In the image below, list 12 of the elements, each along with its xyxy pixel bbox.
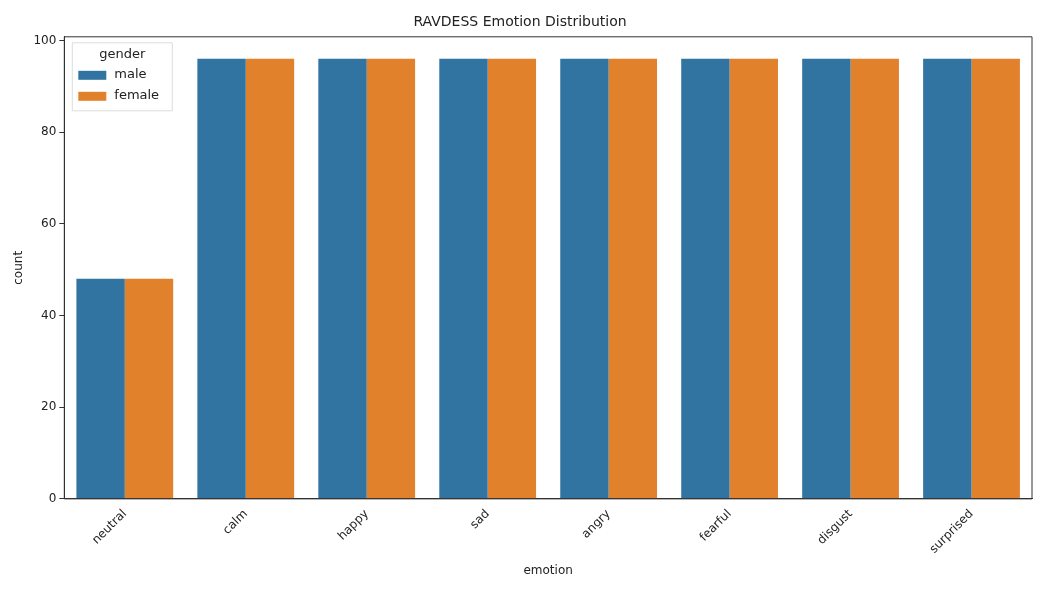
y-tick-label: 40	[41, 307, 57, 322]
y-tick-label: 20	[41, 399, 57, 414]
legend-label: female	[114, 87, 160, 103]
legend-label: male	[114, 66, 147, 82]
y-tick-label: 0	[48, 491, 57, 505]
chart-title: RAVDESS Emotion Distribution	[413, 13, 627, 30]
legend-title: gender	[99, 46, 146, 62]
y-tick-label: 60	[41, 215, 57, 230]
y-tick-label: 80	[41, 124, 57, 139]
y-axis-title: count	[11, 250, 26, 285]
y-tick-label: 100	[33, 32, 57, 47]
x-axis-title: emotion	[523, 562, 573, 577]
